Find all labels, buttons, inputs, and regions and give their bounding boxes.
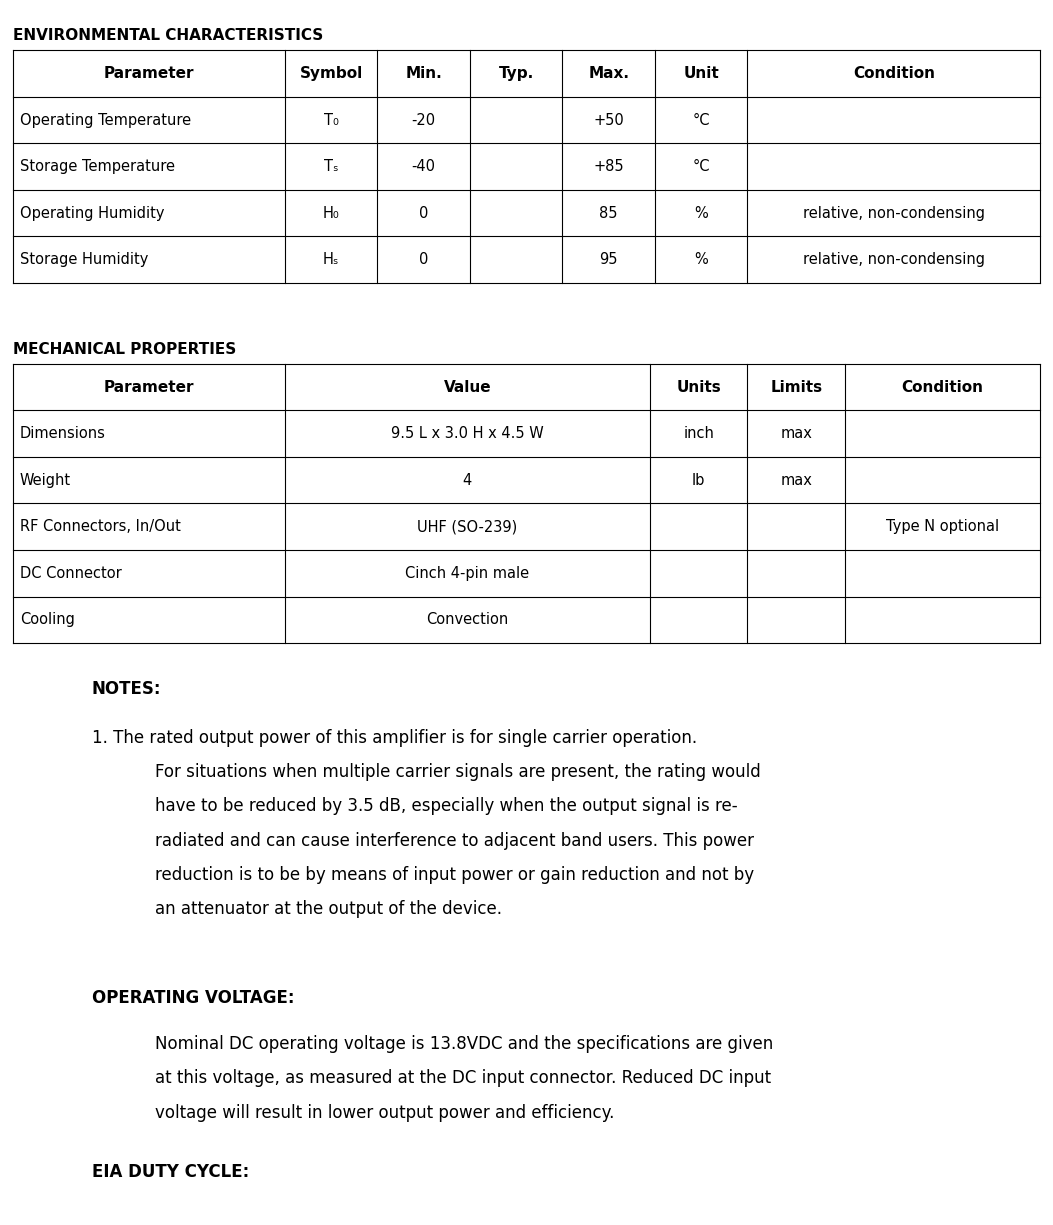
Text: Condition: Condition	[853, 66, 935, 81]
Text: an attenuator at the output of the device.: an attenuator at the output of the devic…	[155, 900, 502, 919]
Text: Units: Units	[676, 380, 721, 394]
Text: Hₛ: Hₛ	[323, 252, 339, 267]
Text: %: %	[694, 252, 708, 267]
Text: Parameter: Parameter	[103, 380, 194, 394]
Text: Cooling: Cooling	[20, 612, 75, 627]
Text: 1. The rated output power of this amplifier is for single carrier operation.: 1. The rated output power of this amplif…	[92, 729, 697, 747]
Text: Dimensions: Dimensions	[20, 426, 106, 441]
Text: -20: -20	[412, 113, 436, 127]
Text: DC Connector: DC Connector	[20, 566, 122, 581]
Text: lb: lb	[692, 473, 706, 488]
Text: %: %	[694, 206, 708, 220]
Text: OPERATING VOLTAGE:: OPERATING VOLTAGE:	[92, 989, 294, 1007]
Text: +85: +85	[594, 159, 624, 174]
Text: +50: +50	[593, 113, 624, 127]
Text: Nominal DC operating voltage is 13.8VDC and the specifications are given: Nominal DC operating voltage is 13.8VDC …	[155, 1035, 773, 1054]
Text: Type N optional: Type N optional	[887, 519, 999, 534]
Text: Parameter: Parameter	[103, 66, 194, 81]
Bar	[13, 50, 1040, 283]
Text: ENVIRONMENTAL CHARACTERISTICS: ENVIRONMENTAL CHARACTERISTICS	[13, 28, 323, 43]
Text: °C: °C	[693, 159, 710, 174]
Text: Unit: Unit	[683, 66, 719, 81]
Text: T₀: T₀	[323, 113, 339, 127]
Text: 9.5 L x 3.0 H x 4.5 W: 9.5 L x 3.0 H x 4.5 W	[391, 426, 543, 441]
Text: 95: 95	[599, 252, 618, 267]
Text: Cinch 4-pin male: Cinch 4-pin male	[405, 566, 530, 581]
Text: °C: °C	[693, 113, 710, 127]
Text: Condition: Condition	[901, 380, 984, 394]
Text: 0: 0	[419, 252, 429, 267]
Text: 85: 85	[599, 206, 618, 220]
Text: H₀: H₀	[323, 206, 340, 220]
Text: Max.: Max.	[589, 66, 630, 81]
Text: For situations when multiple carrier signals are present, the rating would: For situations when multiple carrier sig…	[155, 763, 760, 782]
Text: relative, non-condensing: relative, non-condensing	[803, 252, 985, 267]
Text: max: max	[780, 473, 812, 488]
Text: at this voltage, as measured at the DC input connector. Reduced DC input: at this voltage, as measured at the DC i…	[155, 1069, 771, 1088]
Text: -40: -40	[412, 159, 436, 174]
Text: RF Connectors, In/Out: RF Connectors, In/Out	[20, 519, 181, 534]
Text: Min.: Min.	[405, 66, 442, 81]
Text: have to be reduced by 3.5 dB, especially when the output signal is re-: have to be reduced by 3.5 dB, especially…	[155, 797, 737, 816]
Text: max: max	[780, 426, 812, 441]
Text: NOTES:: NOTES:	[92, 680, 161, 698]
Text: EIA DUTY CYCLE:: EIA DUTY CYCLE:	[92, 1163, 249, 1181]
Text: Operating Temperature: Operating Temperature	[20, 113, 192, 127]
Text: Tₛ: Tₛ	[324, 159, 338, 174]
Text: Value: Value	[443, 380, 491, 394]
Text: relative, non-condensing: relative, non-condensing	[803, 206, 985, 220]
Text: UHF (SO-239): UHF (SO-239)	[417, 519, 517, 534]
Bar	[13, 364, 1040, 643]
Text: Storage Humidity: Storage Humidity	[20, 252, 148, 267]
Text: reduction is to be by means of input power or gain reduction and not by: reduction is to be by means of input pow…	[155, 866, 754, 884]
Text: MECHANICAL PROPERTIES: MECHANICAL PROPERTIES	[13, 342, 236, 356]
Text: Symbol: Symbol	[300, 66, 363, 81]
Text: 4: 4	[462, 473, 472, 488]
Text: radiated and can cause interference to adjacent band users. This power: radiated and can cause interference to a…	[155, 832, 754, 850]
Text: voltage will result in lower output power and efficiency.: voltage will result in lower output powe…	[155, 1104, 614, 1122]
Text: Typ.: Typ.	[499, 66, 534, 81]
Text: Weight: Weight	[20, 473, 72, 488]
Text: Operating Humidity: Operating Humidity	[20, 206, 164, 220]
Text: Limits: Limits	[770, 380, 822, 394]
Text: 0: 0	[419, 206, 429, 220]
Text: inch: inch	[683, 426, 714, 441]
Text: Convection: Convection	[426, 612, 509, 627]
Text: Storage Temperature: Storage Temperature	[20, 159, 175, 174]
